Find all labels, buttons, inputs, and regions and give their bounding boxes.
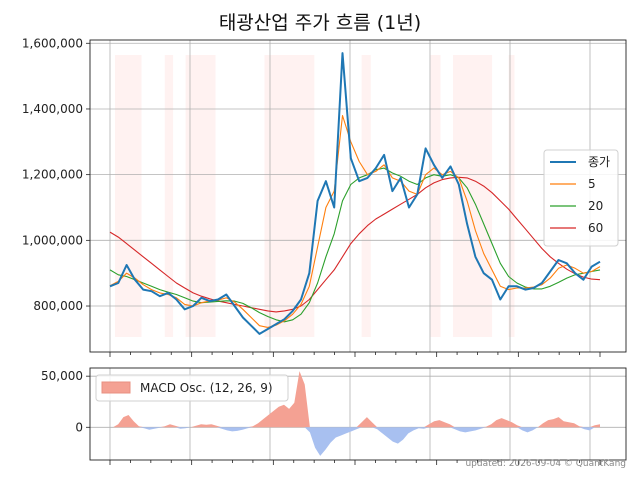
macd-negative-area	[113, 427, 600, 456]
y-tick-label: 1,400,000	[22, 102, 83, 116]
highlight-band	[361, 55, 371, 337]
legend-label: 20	[588, 199, 603, 213]
legend-label: MACD Osc. (12, 26, 9)	[140, 381, 273, 395]
y-tick-label: 1,200,000	[22, 168, 83, 182]
y-tick-label: 0	[75, 420, 83, 434]
macd-chart: 0 50,000 MACD Osc. (12, 26, 9)	[41, 367, 627, 465]
plot-frame	[89, 39, 627, 353]
highlight-band	[453, 55, 493, 337]
highlight-band	[164, 55, 174, 337]
y-tick-label: 1,000,000	[22, 233, 83, 247]
legend-label: 60	[588, 221, 603, 235]
highlight-band	[264, 55, 315, 337]
macd-positive-area	[113, 371, 600, 428]
highlight-band	[430, 55, 441, 337]
highlight-band	[508, 55, 515, 337]
legend-box	[543, 149, 619, 247]
y-tick-label: 1,600,000	[22, 36, 83, 50]
highlight-band	[185, 55, 216, 337]
legend-label: 5	[588, 177, 596, 191]
series-line-ma5	[109, 114, 601, 328]
y-tick-label: 800,000	[33, 299, 83, 313]
highlight-band	[114, 55, 142, 337]
chart-title: 태광산업 주가 흐름 (1년)	[218, 12, 422, 34]
legend-swatch	[101, 381, 131, 394]
legend-box	[95, 374, 289, 402]
series-line-close	[109, 52, 601, 335]
price-chart: 800,000 1,000,000 1,200,000 1,400,000 1,600,…	[22, 36, 627, 357]
y-tick-label: 50,000	[41, 369, 83, 383]
legend-label: 종가	[588, 155, 610, 169]
footer-note: updated: 2026-09-04 © QuantKang	[465, 459, 626, 469]
series-line-ma20	[109, 167, 601, 323]
series-line-ma60	[109, 176, 601, 313]
plot-frame	[89, 367, 627, 461]
